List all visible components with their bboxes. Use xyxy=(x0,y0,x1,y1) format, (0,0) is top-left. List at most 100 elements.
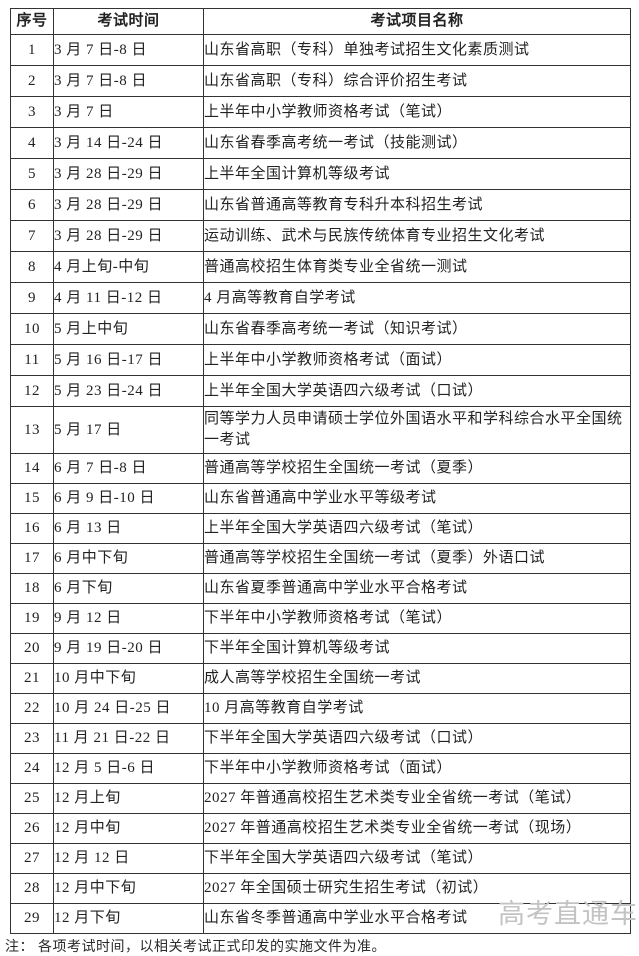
exam-date: 3 月 7 日-8 日 xyxy=(53,34,204,66)
exam-name: 2027 年普通高校招生艺术类专业全省统一考试（笔试） xyxy=(203,783,631,814)
footnote: 注： 各项考试时间，以相关考试正式印发的实施文件为准。 xyxy=(5,940,386,955)
table-row: 21 10 月中下旬 成人高等学校招生全国统一考试 xyxy=(10,663,631,694)
exam-name: 上半年中小学教师资格考试（面试） xyxy=(203,344,631,376)
table-row: 17 6 月中下旬 普通高等学校招生全国统一考试（夏季）外语口试 xyxy=(10,543,631,574)
table-row: 26 12 月中旬 2027 年普通高校招生艺术类专业全省统一考试（现场） xyxy=(10,813,631,844)
exam-date: 6 月中下旬 xyxy=(53,543,204,574)
row-number: 2 xyxy=(10,65,54,97)
exam-name: 山东省冬季普通高中学业水平合格考试 xyxy=(203,903,631,934)
exam-name: 下半年中小学教师资格考试（笔试） xyxy=(203,603,631,634)
exam-date: 12 月中旬 xyxy=(53,813,204,844)
exam-date: 12 月中下旬 xyxy=(53,873,204,904)
exam-date: 5 月 16 日-17 日 xyxy=(53,344,204,376)
exam-date: 10 月中下旬 xyxy=(53,663,204,694)
exam-name: 山东省高职（专科）综合评价招生考试 xyxy=(203,65,631,97)
table-row: 10 5 月上中旬 山东省春季高考统一考试（知识考试） xyxy=(10,313,631,345)
table-row: 15 6 月 9 日-10 日山东省普通高中学业水平等级考试 xyxy=(10,483,631,514)
row-number: 23 xyxy=(10,723,54,754)
exam-date: 5 月 17 日 xyxy=(53,406,204,454)
exam-name: 4 月高等教育自学考试 xyxy=(203,282,631,314)
row-number: 13 xyxy=(10,406,54,454)
table-header-row: 序号 考试时间 考试项目名称 xyxy=(10,8,631,35)
exam-date: 3 月 28 日-29 日 xyxy=(53,220,204,252)
exam-name: 山东省高职（专科）单独考试招生文化素质测试 xyxy=(203,34,631,66)
row-number: 29 xyxy=(10,903,54,934)
exam-date: 12 月上旬 xyxy=(53,783,204,814)
exam-date: 12 月 5 日-6 日 xyxy=(53,753,204,784)
exam-name: 下半年全国大学英语四六级考试（口试） xyxy=(203,723,631,754)
exam-name: 普通高等学校招生全国统一考试（夏季）外语口试 xyxy=(203,543,631,574)
table-row: 27 12 月 12 日下半年全国大学英语四六级考试（笔试） xyxy=(10,843,631,874)
exam-name: 上半年全国大学英语四六级考试（口试） xyxy=(203,375,631,407)
exam-name: 上半年中小学教师资格考试（笔试） xyxy=(203,96,631,128)
col-header-name: 考试项目名称 xyxy=(203,8,631,35)
exam-name: 上半年全国计算机等级考试 xyxy=(203,158,631,190)
table-row: 22 10 月 24 日-25 日 10 月高等教育自学考试 xyxy=(10,693,631,724)
row-number: 26 xyxy=(10,813,54,844)
exam-date: 3 月 28 日-29 日 xyxy=(53,158,204,190)
row-number: 21 xyxy=(10,663,54,694)
exam-date: 3 月 7 日-8 日 xyxy=(53,65,204,97)
col-header-time: 考试时间 xyxy=(53,8,204,35)
row-number: 9 xyxy=(10,282,54,314)
exam-name: 2027 年全国硕士研究生招生考试（初试） xyxy=(203,873,631,904)
exam-date: 6 月 9 日-10 日 xyxy=(53,483,204,514)
exam-name: 下半年全国计算机等级考试 xyxy=(203,633,631,664)
exam-date: 10 月 24 日-25 日 xyxy=(53,693,204,724)
table-row: 28 12 月中下旬 2027 年全国硕士研究生招生考试（初试） xyxy=(10,873,631,904)
exam-name: 山东省春季高考统一考试（技能测试） xyxy=(203,127,631,159)
row-number: 25 xyxy=(10,783,54,814)
row-number: 8 xyxy=(10,251,54,283)
row-number: 27 xyxy=(10,843,54,874)
exam-name: 下半年中小学教师资格考试（面试） xyxy=(203,753,631,784)
row-number: 24 xyxy=(10,753,54,784)
table-row: 24 12 月 5 日-6 日下半年中小学教师资格考试（面试） xyxy=(10,753,631,784)
table-row: 19 9 月 12 日下半年中小学教师资格考试（笔试） xyxy=(10,603,631,634)
exam-date: 3 月 14 日-24 日 xyxy=(53,127,204,159)
exam-name: 普通高等学校招生全国统一考试（夏季） xyxy=(203,453,631,484)
table-header: 序号 考试时间 考试项目名称 xyxy=(10,8,631,35)
exam-date: 9 月 12 日 xyxy=(53,603,204,634)
exam-name: 下半年全国大学英语四六级考试（笔试） xyxy=(203,843,631,874)
exam-name: 10 月高等教育自学考试 xyxy=(203,693,631,724)
exam-name: 成人高等学校招生全国统一考试 xyxy=(203,663,631,694)
table-row: 25 12 月上旬 2027 年普通高校招生艺术类专业全省统一考试（笔试） xyxy=(10,783,631,814)
exam-name: 山东省夏季普通高中学业水平合格考试 xyxy=(203,573,631,604)
exam-date: 6 月下旬 xyxy=(53,573,204,604)
exam-date: 12 月 12 日 xyxy=(53,843,204,874)
exam-name: 运动训练、武术与民族传统体育专业招生文化考试 xyxy=(203,220,631,252)
row-number: 18 xyxy=(10,573,54,604)
table-row: 12 5 月 23 日-24 日上半年全国大学英语四六级考试（口试） xyxy=(10,375,631,407)
table-row: 11 5 月 16 日-17 日上半年中小学教师资格考试（面试） xyxy=(10,344,631,376)
col-header-no: 序号 xyxy=(10,8,54,35)
row-number: 12 xyxy=(10,375,54,407)
exam-name: 山东省普通高中学业水平等级考试 xyxy=(203,483,631,514)
exam-name: 上半年全国大学英语四六级考试（笔试） xyxy=(203,513,631,544)
row-number: 10 xyxy=(10,313,54,345)
table-row: 16 6 月 13 日上半年全国大学英语四六级考试（笔试） xyxy=(10,513,631,544)
exam-name: 山东省普通高等教育专科升本科招生考试 xyxy=(203,189,631,221)
exam-date: 3 月 28 日-29 日 xyxy=(53,189,204,221)
exam-date: 5 月上中旬 xyxy=(53,313,204,345)
row-number: 17 xyxy=(10,543,54,574)
row-number: 16 xyxy=(10,513,54,544)
exam-name: 山东省春季高考统一考试（知识考试） xyxy=(203,313,631,345)
table-row: 29 12 月下旬 山东省冬季普通高中学业水平合格考试 xyxy=(10,903,631,934)
row-number: 1 xyxy=(10,34,54,66)
exam-date: 6 月 13 日 xyxy=(53,513,204,544)
table-row: 18 6 月下旬 山东省夏季普通高中学业水平合格考试 xyxy=(10,573,631,604)
row-number: 28 xyxy=(10,873,54,904)
exam-date: 5 月 23 日-24 日 xyxy=(53,375,204,407)
exam-name: 同等学力人员申请硕士学位外国语水平和学科综合水平全国统一考试 xyxy=(203,406,631,454)
exam-date: 11 月 21 日-22 日 xyxy=(53,723,204,754)
